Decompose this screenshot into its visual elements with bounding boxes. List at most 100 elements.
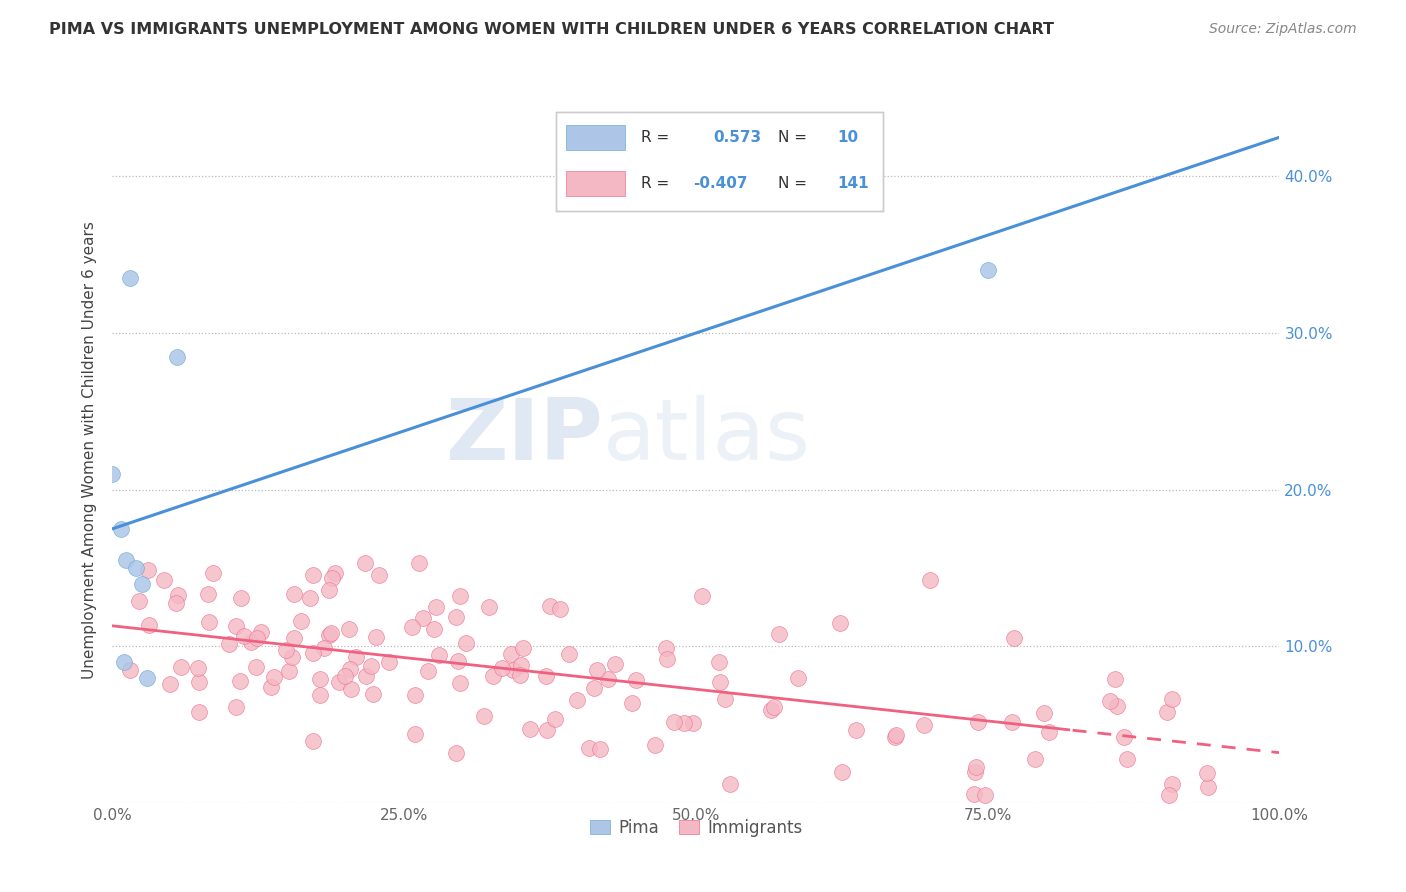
Point — [682, 715, 704, 730]
Point — [321, 625, 343, 640]
Point — [714, 692, 737, 706]
Point — [263, 670, 285, 684]
Point — [884, 730, 907, 744]
Point — [404, 688, 426, 702]
Point — [401, 620, 423, 634]
Point — [474, 708, 496, 723]
Point — [308, 688, 330, 702]
Point — [965, 765, 987, 780]
Legend: Pima, Immigrants: Pima, Immigrants — [583, 813, 808, 844]
Point — [259, 680, 281, 694]
Point — [198, 615, 221, 629]
Point — [444, 609, 467, 624]
Point — [321, 571, 343, 585]
Point — [239, 634, 262, 648]
Point — [312, 640, 335, 655]
Point — [624, 673, 647, 687]
Text: atlas: atlas — [603, 395, 811, 478]
Point — [478, 600, 501, 615]
Point — [128, 594, 150, 608]
Point — [298, 591, 321, 606]
Point — [201, 566, 224, 581]
Point — [512, 640, 534, 655]
Point — [335, 669, 357, 683]
Point — [966, 715, 988, 730]
Point — [408, 556, 430, 570]
Point — [339, 662, 361, 676]
Point — [491, 661, 513, 675]
Point — [166, 350, 188, 364]
Point — [662, 714, 685, 729]
Point — [229, 673, 252, 688]
Point — [340, 681, 363, 696]
Point — [509, 668, 531, 682]
Point — [404, 727, 426, 741]
Point — [1033, 706, 1056, 721]
Point — [768, 626, 790, 640]
Point — [673, 716, 696, 731]
Point — [276, 642, 298, 657]
Point — [360, 659, 382, 673]
Point — [101, 467, 124, 481]
Point — [845, 723, 868, 737]
Point — [884, 728, 907, 742]
Point — [548, 601, 571, 615]
Point — [281, 650, 304, 665]
Point — [718, 777, 741, 791]
Point — [1116, 752, 1139, 766]
Point — [963, 787, 986, 801]
Point — [558, 647, 581, 661]
Point — [763, 700, 786, 714]
Point — [918, 573, 941, 587]
Point — [538, 599, 561, 614]
Point — [136, 671, 159, 685]
Point — [361, 687, 384, 701]
Point — [170, 659, 193, 673]
Point — [446, 654, 468, 668]
Point — [308, 672, 330, 686]
Point — [187, 661, 209, 675]
Point — [620, 696, 643, 710]
Point — [115, 553, 138, 567]
Point — [444, 746, 467, 760]
Point — [283, 587, 305, 601]
Point — [112, 655, 135, 669]
Point — [323, 566, 346, 580]
Point — [427, 648, 450, 662]
Point — [412, 610, 434, 624]
Point — [344, 650, 367, 665]
Point — [973, 788, 995, 802]
Text: PIMA VS IMMIGRANTS UNEMPLOYMENT AMONG WOMEN WITH CHILDREN UNDER 6 YEARS CORRELAT: PIMA VS IMMIGRANTS UNEMPLOYMENT AMONG WO… — [49, 22, 1054, 37]
Point — [378, 655, 401, 669]
Point — [301, 568, 323, 582]
Point — [1002, 631, 1025, 645]
Point — [225, 699, 247, 714]
Point — [425, 599, 447, 614]
Y-axis label: Unemployment Among Women with Children Under 6 years: Unemployment Among Women with Children U… — [82, 221, 97, 680]
Point — [159, 677, 181, 691]
Point — [278, 665, 301, 679]
Point — [655, 652, 678, 666]
Point — [245, 659, 267, 673]
Point — [339, 622, 361, 636]
Point — [1197, 780, 1219, 794]
Point — [318, 628, 340, 642]
Point — [246, 632, 269, 646]
Text: Source: ZipAtlas.com: Source: ZipAtlas.com — [1209, 22, 1357, 37]
Point — [482, 669, 505, 683]
Point — [197, 587, 219, 601]
Point — [787, 671, 810, 685]
Point — [354, 556, 377, 570]
Point — [534, 669, 557, 683]
Point — [366, 630, 388, 644]
Point — [302, 734, 325, 748]
Point — [709, 675, 731, 690]
Point — [1001, 715, 1024, 730]
Point — [567, 692, 589, 706]
Point — [449, 676, 471, 690]
Point — [233, 629, 256, 643]
Point — [1156, 705, 1178, 719]
Point — [966, 760, 988, 774]
Point — [830, 615, 852, 630]
Point — [1024, 752, 1046, 766]
